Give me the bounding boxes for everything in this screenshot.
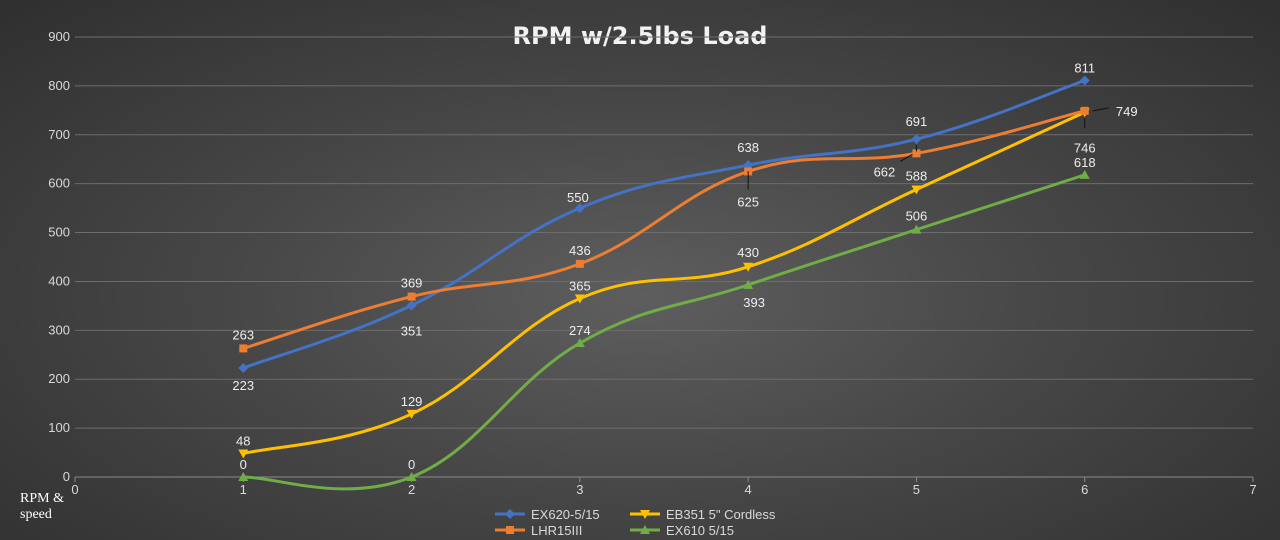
data-point-lhr15iii [239, 344, 248, 353]
legend-item-ex610-5-15: EX610 5/15 [630, 523, 734, 538]
y-tick-label: 300 [48, 322, 70, 337]
data-label-ex610-5-15: 506 [906, 209, 928, 224]
data-label-ex620-5-15: 811 [1074, 61, 1095, 76]
data-point-lhr15iii [912, 149, 921, 158]
y-axis-label-line: RPM & [20, 491, 64, 506]
x-tick-label: 5 [913, 482, 920, 497]
data-label-ex610-5-15: 618 [1074, 155, 1096, 170]
y-tick-label: 0 [63, 469, 70, 484]
data-label-ex620-5-15: 638 [737, 140, 759, 155]
y-tick-label: 200 [48, 371, 70, 386]
data-point-lhr15iii [575, 259, 584, 268]
data-point-ex610-5-15 [743, 279, 754, 289]
data-point-ex610-5-15 [406, 472, 417, 481]
data-point-ex620-5-15 [911, 134, 922, 145]
data-label-eb351-5-cordless: 48 [236, 434, 250, 449]
data-point-eb351-5-cordless [238, 449, 249, 459]
data-labels: 223 351 550 638 691 811 48 129 365 430 588 746 263 36… [232, 61, 1137, 472]
series-line-lhr15iii [241, 109, 1087, 350]
series-line-eb351-5-cordless [241, 110, 1087, 456]
data-point-ex620-5-15 [406, 300, 417, 311]
data-label-lhr15iii: 369 [401, 276, 423, 291]
data-point-eb351-5-cordless [743, 262, 754, 272]
data-label-ex620-5-15: 351 [401, 323, 423, 338]
data-point-eb351-5-cordless [406, 409, 417, 419]
series-line-ex620-5-15 [241, 79, 1087, 370]
data-point-lhr15iii [1080, 106, 1089, 115]
data-label-ex620-5-15: 550 [567, 190, 589, 205]
data-label-ex620-5-15: 691 [906, 114, 928, 129]
data-label-ex610-5-15: 274 [569, 323, 591, 338]
y-tick-label: 900 [48, 29, 70, 44]
y-tick-label: 400 [48, 273, 70, 288]
y-axis-label-line: speed [20, 507, 52, 522]
legend-swatch-marker [506, 526, 514, 534]
data-point-ex610-5-15 [238, 472, 249, 481]
data-point-lhr15iii [407, 292, 416, 301]
data-point-ex620-5-15 [1079, 75, 1090, 86]
data-label-ex610-5-15: 0 [408, 457, 415, 472]
x-tick-label: 6 [1081, 482, 1088, 497]
y-tick-label: 100 [48, 420, 70, 435]
x-tick-label: 0 [71, 482, 78, 497]
x-tick-label: 3 [576, 482, 583, 497]
legend-swatch-marker [640, 525, 650, 534]
x-tick-label: 2 [408, 482, 415, 497]
legend-label: EB351 5" Cordless [666, 507, 776, 522]
legend-swatch-marker [640, 510, 650, 519]
legend: EX620-5/15 EB351 5" Cordless LHR15III EX610… [495, 507, 776, 538]
data-point-ex620-5-15 [574, 203, 585, 214]
legend-label: EX610 5/15 [666, 523, 734, 538]
data-label-eb351-5-cordless: 588 [906, 169, 928, 184]
legend-item-ex620-5-15: EX620-5/15 [495, 507, 600, 522]
data-point-ex620-5-15 [238, 362, 249, 373]
data-label-lhr15iii: 662 [874, 164, 896, 179]
y-tick-label: 700 [48, 127, 70, 142]
data-label-lhr15iii: 749 [1116, 104, 1138, 119]
data-point-ex610-5-15 [911, 224, 922, 234]
data-label-ex610-5-15: 0 [240, 457, 247, 472]
legend-item-eb351-5-cordless: EB351 5" Cordless [630, 507, 776, 522]
grid-lines [74, 36, 1254, 482]
y-axis-label: RPM & speed [20, 491, 64, 522]
data-point-eb351-5-cordless [911, 185, 922, 195]
x-tick-label: 7 [1249, 482, 1256, 497]
label-leader-line [900, 153, 913, 162]
series-line-ex610-5-15 [241, 173, 1087, 491]
data-point-ex610-5-15 [1079, 169, 1090, 179]
legend-swatch-marker [505, 509, 515, 519]
axis-tick-labels: 0 100 200 300 400 500 600 700 800 900 0 1 2 3 4 5 6 7 [48, 29, 1256, 497]
data-label-eb351-5-cordless: 430 [737, 245, 759, 260]
data-label-eb351-5-cordless: 365 [569, 279, 591, 294]
legend-label: EX620-5/15 [531, 507, 600, 522]
legend-item-lhr15iii: LHR15III [495, 523, 582, 538]
data-label-lhr15iii: 625 [737, 194, 759, 209]
chart-title: RPM w/2.5lbs Load [513, 22, 768, 50]
data-point-eb351-5-cordless [574, 294, 585, 304]
data-point-ex610-5-15 [574, 338, 585, 348]
data-label-ex620-5-15: 223 [232, 378, 254, 393]
x-tick-label: 1 [240, 482, 247, 497]
data-label-eb351-5-cordless: 129 [401, 394, 423, 409]
label-leader-line [1092, 107, 1109, 112]
series-markers [238, 75, 1090, 481]
series-lines [241, 79, 1087, 491]
y-tick-label: 600 [48, 176, 70, 191]
y-tick-label: 800 [48, 78, 70, 93]
data-label-lhr15iii: 436 [569, 243, 591, 258]
legend-label: LHR15III [531, 523, 582, 538]
y-tick-label: 500 [48, 225, 70, 240]
x-tick-label: 4 [745, 482, 752, 497]
data-label-eb351-5-cordless: 746 [1074, 140, 1096, 155]
data-label-lhr15iii: 263 [232, 327, 254, 342]
data-label-ex610-5-15: 393 [743, 295, 765, 310]
